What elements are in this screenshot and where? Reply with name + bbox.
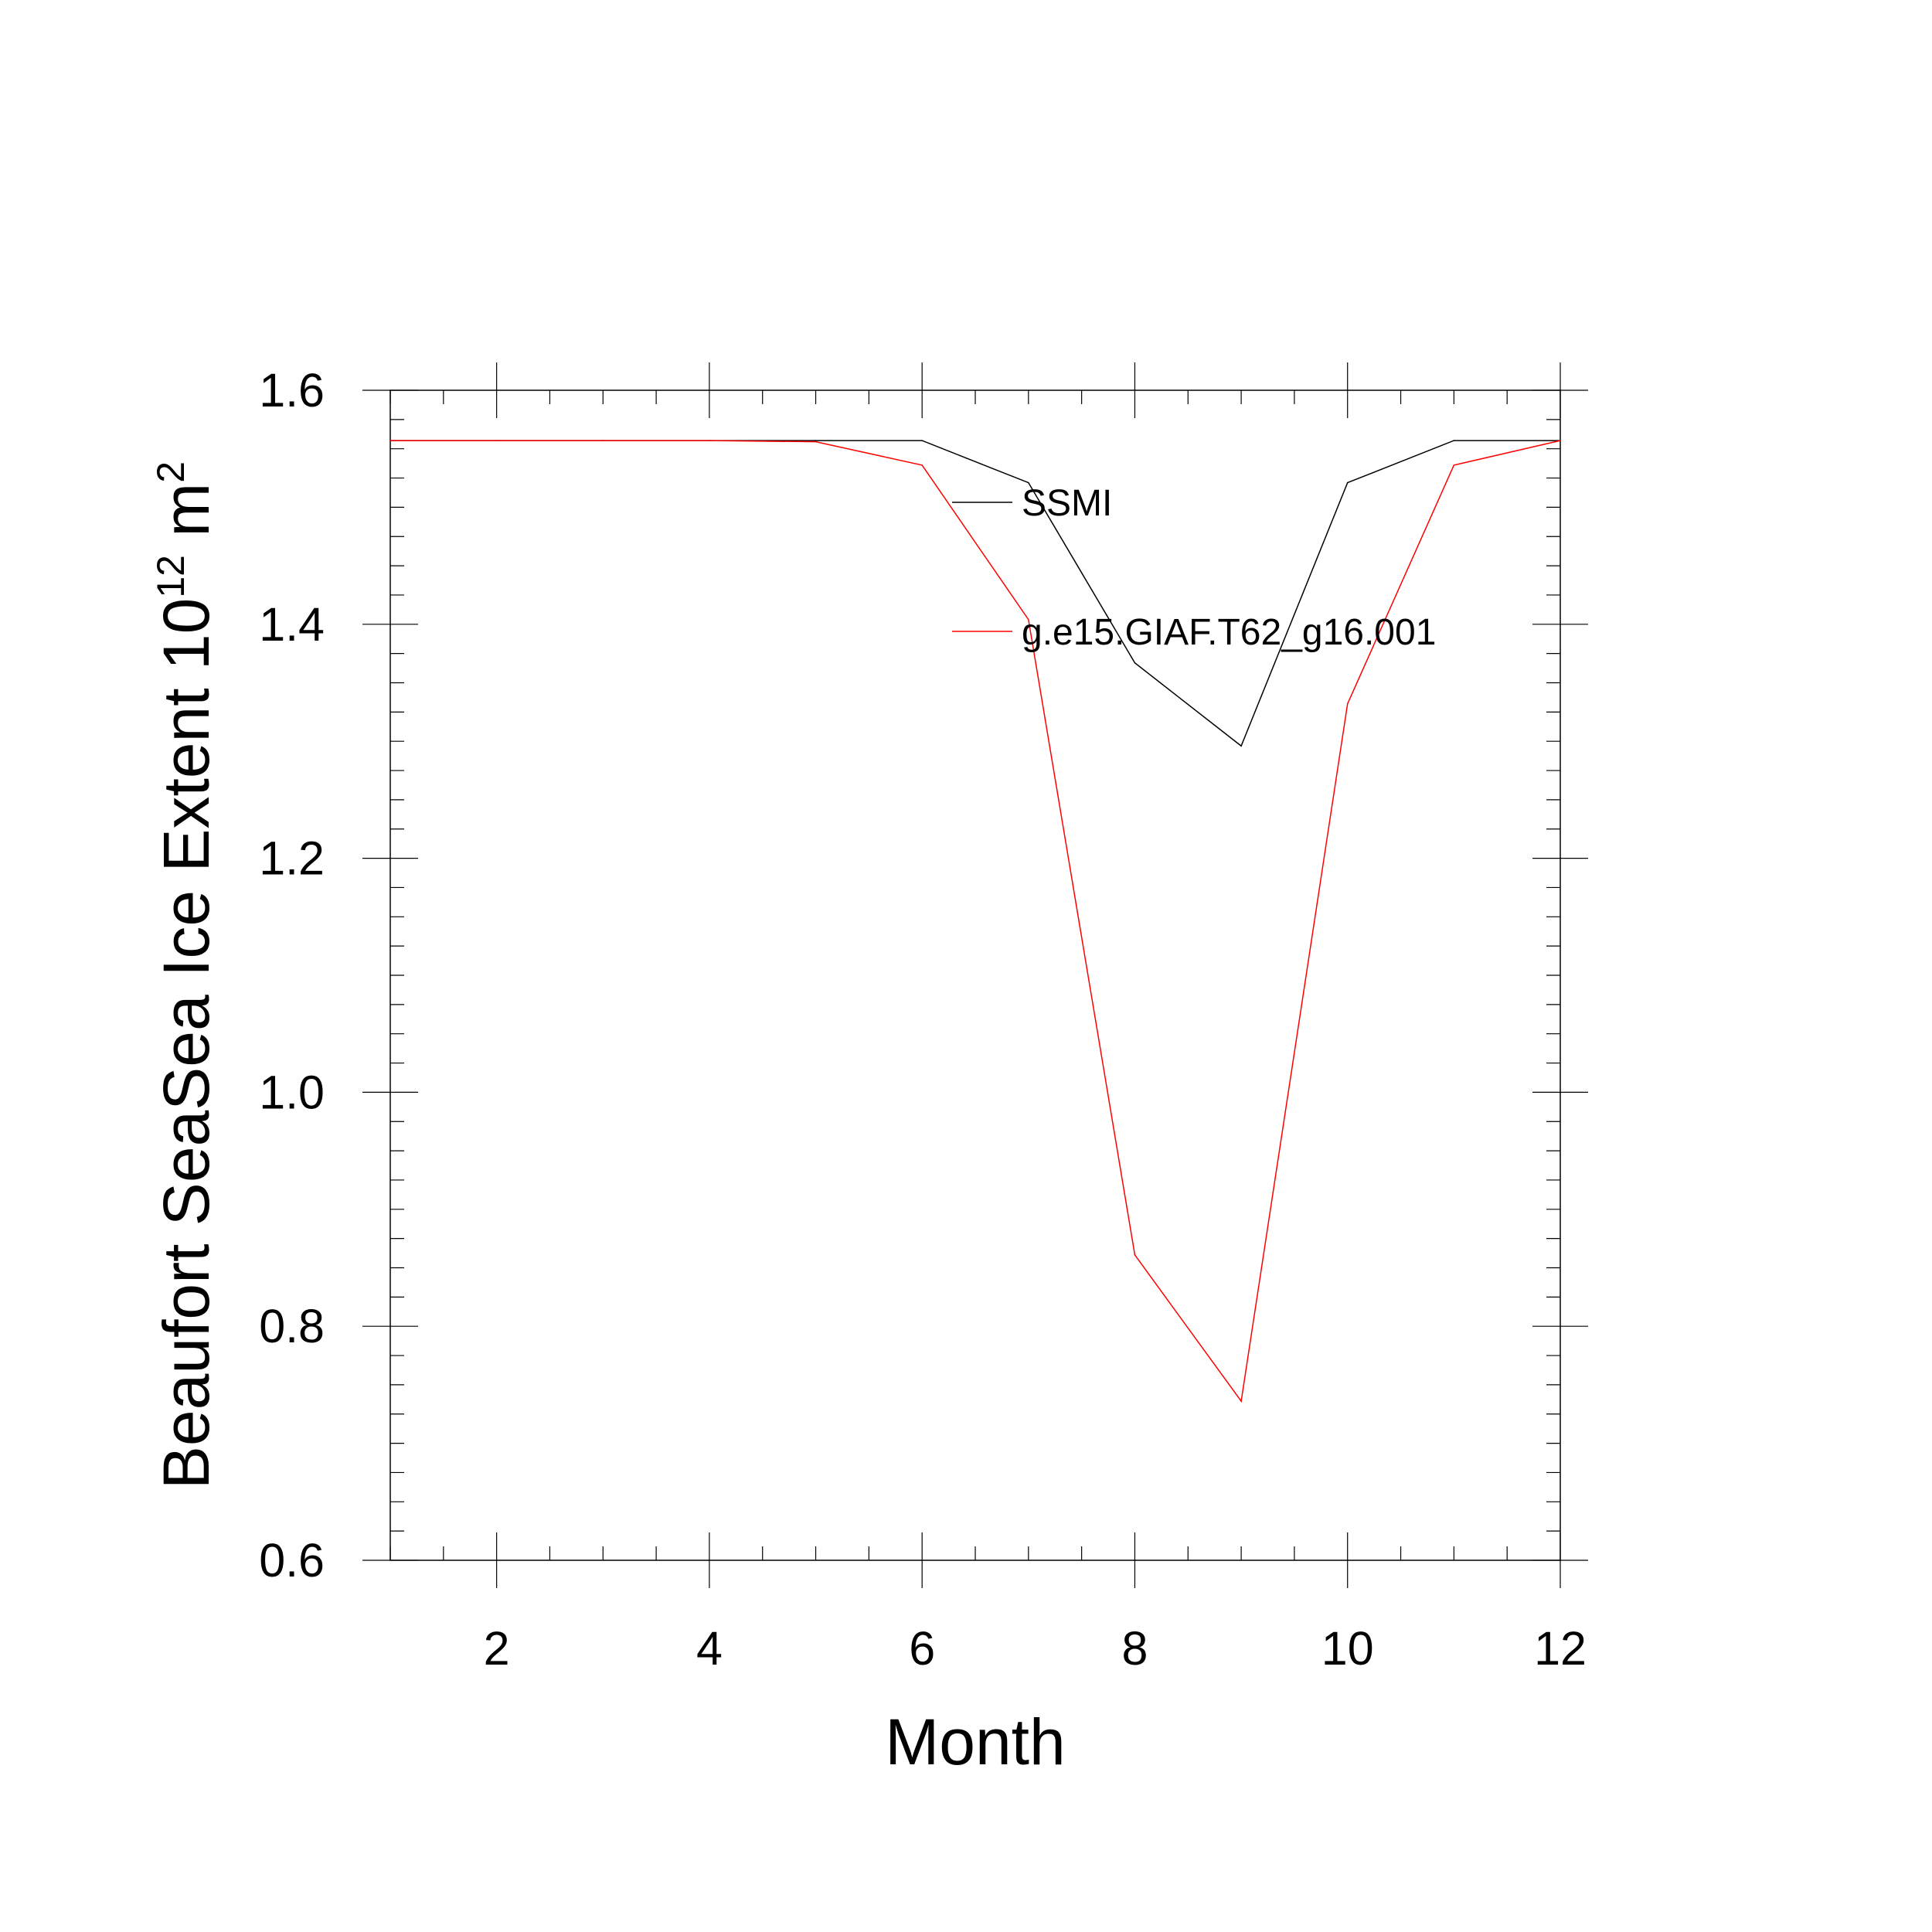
y-tick-label: 0.8: [259, 1300, 325, 1352]
data-point-0: [921, 440, 923, 441]
series-line-0: [390, 440, 1560, 747]
data-point-1: [495, 440, 498, 441]
series-line-1: [390, 440, 1561, 1403]
data-point-0: [1240, 745, 1242, 747]
data-point-0: [815, 440, 817, 441]
x-tick-label: 4: [696, 1622, 723, 1675]
y-axis-title: Beaufort SeaSea Ice Extent 1012 m2: [149, 461, 223, 1489]
data-point-1: [1028, 618, 1029, 621]
y-tick-label: 1.2: [259, 832, 325, 885]
x-tick-label: 12: [1534, 1622, 1587, 1675]
data-point-0: [1028, 481, 1029, 484]
data-point-1: [1134, 1254, 1136, 1256]
y-axis-title-unit: m: [150, 483, 223, 555]
x-tick-label: 8: [1121, 1622, 1148, 1675]
data-point-1: [389, 440, 391, 441]
data-point-0: [1346, 481, 1349, 484]
data-point-1: [1560, 440, 1561, 441]
legend-label-model: g.e15.GIAF.T62_g16.001: [1022, 612, 1436, 653]
data-point-1: [815, 440, 817, 443]
data-point-0: [1453, 440, 1455, 441]
data-point-1: [921, 464, 923, 466]
data-point-1: [1453, 464, 1455, 466]
y-tick-label: 1.0: [259, 1066, 325, 1118]
data-point-1: [1240, 1400, 1242, 1402]
plot-frame: [389, 389, 1561, 1561]
y-tick-label: 1.4: [259, 598, 325, 651]
x-tick-label: 2: [484, 1622, 510, 1675]
x-tick-label: 10: [1321, 1622, 1374, 1675]
legend: SSMI g.e15.GIAF.T62_g16.001: [952, 483, 1436, 653]
y-axis-title-exponent: 12: [149, 555, 192, 598]
y-axis-title-text: Beaufort SeaSea Ice Extent 10: [150, 598, 223, 1489]
axis-ticks: [362, 362, 1588, 1588]
data-point-1: [1346, 702, 1349, 705]
y-tick-label: 1.6: [259, 364, 325, 417]
data-point-0: [1134, 662, 1136, 664]
axis-tick-labels: 2 4 6 8 10 12 0.6 0.8 1.0 1.2 1.4 1.6: [259, 364, 1587, 1675]
series-lines: [389, 440, 1561, 1403]
x-axis-title: Month: [885, 1706, 1065, 1778]
data-point-1: [709, 440, 710, 441]
y-tick-label: 0.6: [259, 1534, 325, 1587]
data-point-1: [602, 440, 604, 441]
x-tick-label: 6: [909, 1622, 935, 1675]
y-axis-title-unit-exponent: 2: [149, 461, 192, 483]
legend-label-ssmi: SSMI: [1022, 483, 1112, 524]
